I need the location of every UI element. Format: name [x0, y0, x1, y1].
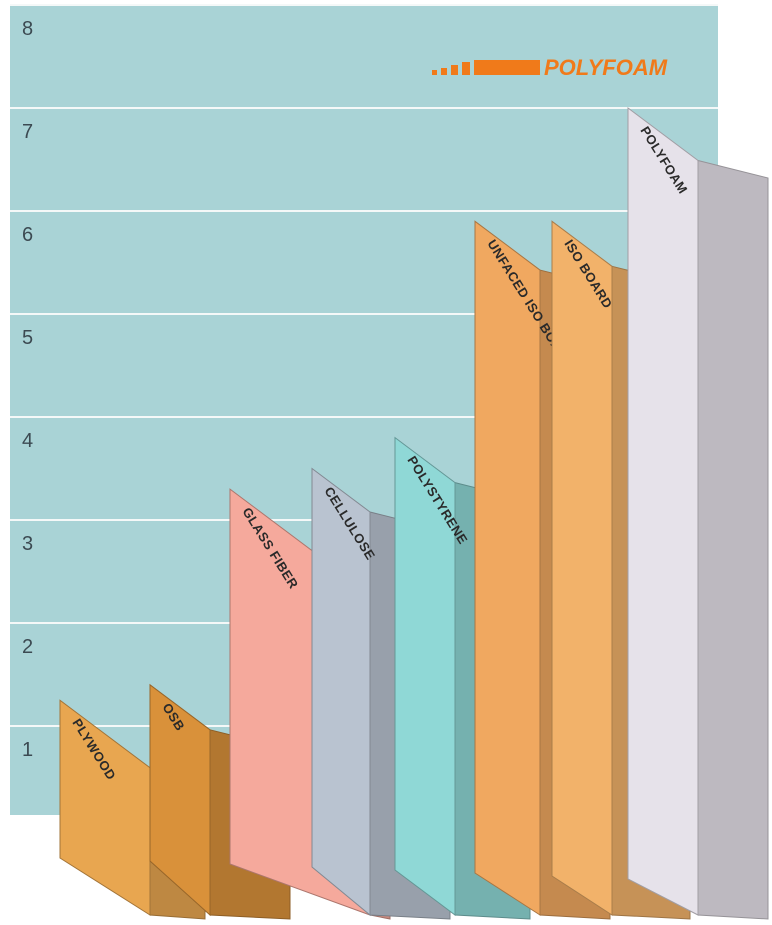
logo: POLYFOAM	[544, 55, 668, 80]
y-tick-label: 1	[22, 739, 33, 761]
y-tick-label: 8	[22, 18, 33, 40]
logo-stripes	[432, 60, 540, 75]
bar	[149, 683, 211, 917]
y-tick-label: 3	[22, 533, 33, 555]
slab-edge	[697, 159, 769, 920]
y-tick-label: 2	[22, 636, 33, 658]
y-tick-label: 6	[22, 224, 33, 246]
y-tick-label: 7	[22, 121, 33, 143]
y-tick-label: 4	[22, 430, 33, 452]
y-tick-label: 5	[22, 327, 33, 349]
bar	[59, 699, 151, 916]
bar	[627, 107, 699, 916]
bar	[551, 220, 613, 916]
bar	[474, 220, 541, 916]
bar	[311, 467, 371, 917]
grid: 1 2 3 4 5 6 7 8	[10, 4, 718, 761]
bar	[394, 436, 456, 916]
